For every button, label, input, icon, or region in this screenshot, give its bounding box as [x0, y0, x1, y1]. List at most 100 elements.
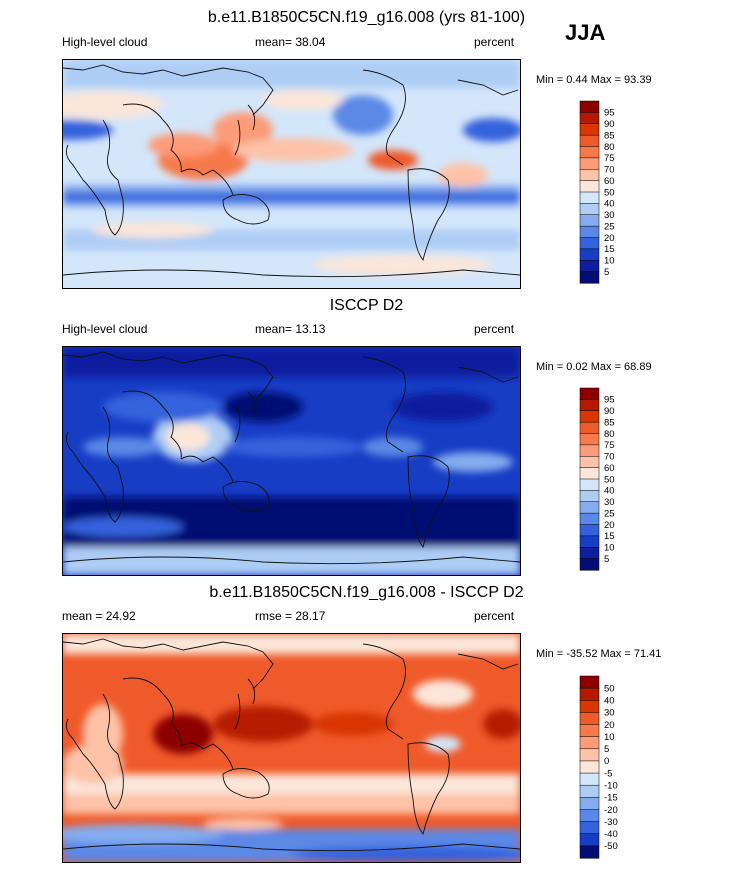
colorbar-swatch — [579, 410, 600, 423]
colorbar-swatch — [579, 214, 600, 227]
colorbar-swatch — [579, 772, 600, 786]
colorbar-tick-label: 25 — [604, 221, 615, 232]
colorbar-tick-label: -5 — [604, 768, 612, 779]
colorbar-swatch — [579, 524, 600, 537]
panel-2-colorbar: 95 90 85 80 75 70 60 50 40 30 25 20 15 10 5 — [579, 387, 640, 571]
colorbar-tick-label: 75 — [604, 440, 615, 451]
colorbar-swatch — [579, 833, 600, 847]
colorbar-tick-label: 15 — [604, 531, 615, 542]
colorbar-tick-label: 25 — [604, 508, 615, 519]
colorbar-swatch — [579, 180, 600, 193]
colorbar-swatch — [579, 845, 600, 859]
colorbar-swatch — [579, 271, 600, 284]
colorbar-swatch — [579, 784, 600, 798]
panel-1-minmax: Min = 0.44 Max = 93.39 — [536, 74, 652, 86]
colorbar-tick-label: 10 — [604, 256, 615, 267]
panel-3-mean-label: mean = 24.92 — [62, 609, 136, 623]
colorbar-tick-label: 95 — [604, 108, 615, 119]
season-label: JJA — [565, 20, 606, 45]
panel-2-units-label: percent — [474, 322, 515, 336]
colorbar-tick-label: 30 — [604, 210, 615, 221]
panel-1-left-label: High-level cloud — [62, 35, 148, 49]
colorbar-swatch — [579, 797, 600, 811]
panel-2-left-label: High-level cloud — [62, 322, 148, 336]
colorbar-tick-label: 30 — [604, 497, 615, 508]
panel-3-colorbar: 50 40 30 20 10 5 0 -5 -10 -15 -20 -30 -40 -50 — [579, 675, 640, 859]
colorbar-swatch — [579, 248, 600, 261]
colorbar-swatch — [579, 712, 600, 726]
colorbar-tick-label: 5 — [604, 267, 609, 278]
colorbar-swatch — [579, 399, 600, 412]
colorbar-tick-label: 60 — [604, 176, 615, 187]
colorbar-swatch — [579, 501, 600, 514]
colorbar-swatch — [579, 169, 600, 182]
colorbar-tick-label: 30 — [604, 708, 615, 719]
colorbar-tick-label: 95 — [604, 395, 615, 406]
colorbar-swatch — [579, 675, 600, 689]
panel-1-map — [62, 59, 521, 289]
colorbar-swatch — [579, 547, 600, 560]
colorbar-swatch — [579, 191, 600, 204]
colorbar-swatch — [579, 112, 600, 125]
colorbar-swatch — [579, 100, 600, 113]
colorbar-tick-label: 70 — [604, 452, 615, 463]
colorbar-tick-label: 50 — [604, 683, 615, 694]
colorbar-tick-label: 80 — [604, 429, 615, 440]
colorbar-tick-label: 40 — [604, 696, 615, 707]
colorbar-swatch — [579, 760, 600, 774]
colorbar-swatch — [579, 467, 600, 480]
colorbar-swatch — [579, 203, 600, 216]
colorbar-tick-label: -15 — [604, 793, 618, 804]
panel-1-title: b.e11.B1850C5CN.f19_g16.008 (yrs 81-100) — [207, 9, 526, 26]
colorbar-tick-label: 0 — [604, 756, 609, 767]
colorbar-swatch — [579, 558, 600, 571]
colorbar-swatch — [579, 512, 600, 526]
panel-3-coastlines — [63, 638, 520, 852]
colorbar-tick-label: -10 — [604, 781, 618, 792]
panel-3-units-label: percent — [474, 609, 515, 623]
colorbar-tick-label: 60 — [604, 463, 615, 474]
colorbar-tick-label: 15 — [604, 244, 615, 255]
colorbar-swatch — [579, 225, 600, 239]
colorbar-tick-label: 20 — [604, 720, 615, 731]
colorbar-tick-label: -30 — [604, 817, 618, 828]
colorbar-tick-label: 5 — [604, 554, 609, 565]
colorbar-tick-label: 10 — [604, 732, 615, 743]
colorbar-swatch — [579, 134, 600, 148]
panel-1-units-label: percent — [474, 35, 515, 49]
colorbar-swatch — [579, 260, 600, 273]
colorbar-tick-label: 70 — [604, 165, 615, 176]
panel-1-coastlines — [63, 64, 520, 278]
panel-2-mean-label: mean= 13.13 — [255, 322, 326, 336]
colorbar-swatch — [579, 736, 600, 750]
colorbar-tick-label: 80 — [604, 142, 615, 153]
colorbar-swatch — [579, 387, 600, 400]
colorbar-swatch — [579, 700, 600, 713]
colorbar-swatch — [579, 237, 600, 250]
colorbar-swatch — [579, 478, 600, 491]
colorbar-swatch — [579, 444, 600, 457]
panel-3-minmax: Min = -35.52 Max = 71.41 — [536, 648, 662, 660]
panel-2-minmax: Min = 0.02 Max = 68.89 — [536, 361, 652, 373]
panel-2-coastlines — [63, 351, 520, 565]
panel-2-map — [62, 346, 521, 576]
colorbar-swatch — [579, 433, 600, 446]
colorbar-tick-label: 40 — [604, 199, 615, 210]
colorbar-tick-label: -40 — [604, 829, 618, 840]
colorbar-tick-label: 20 — [604, 520, 615, 531]
colorbar-tick-label: 90 — [604, 119, 615, 130]
colorbar-swatch — [579, 490, 600, 503]
colorbar-swatch — [579, 146, 600, 159]
panel-1-colorbar: 95 90 85 80 75 70 60 50 40 30 25 20 15 10 5 — [579, 100, 640, 284]
colorbar-swatch — [579, 687, 600, 701]
colorbar-tick-label: 85 — [604, 417, 615, 428]
panel-3-title: b.e11.B1850C5CN.f19_g16.008 - ISCCP D2 — [209, 584, 524, 601]
colorbar-tick-label: 5 — [604, 744, 609, 755]
panel-3-map — [62, 633, 521, 863]
colorbar-tick-label: -20 — [604, 805, 618, 816]
panel-1-mean-label: mean= 38.04 — [255, 35, 326, 49]
panel-2-title: ISCCP D2 — [329, 297, 404, 314]
colorbar-tick-label: 85 — [604, 130, 615, 141]
panel-3-rmse-label: rmse = 28.17 — [255, 609, 326, 623]
colorbar-swatch — [579, 809, 600, 823]
